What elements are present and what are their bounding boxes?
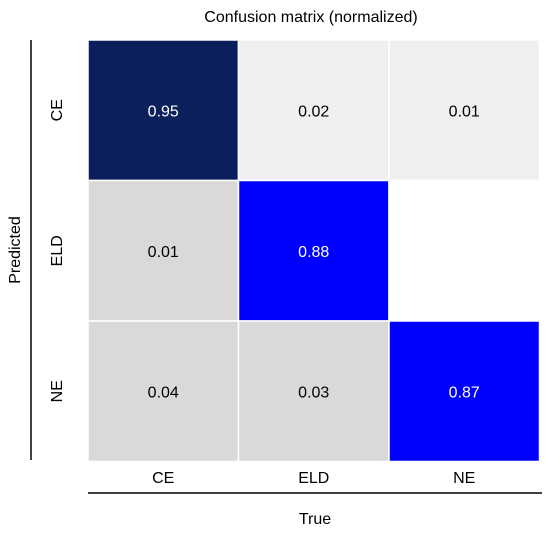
heatmap-cell-ELD-ELD bbox=[237, 179, 390, 322]
cell-value-label: 0.01 bbox=[449, 103, 480, 120]
cell-value-label: 0.02 bbox=[298, 103, 329, 120]
heatmap-cell-NE-ELD bbox=[237, 320, 390, 463]
y-tick-label: NE bbox=[49, 380, 66, 402]
heatmap-cell-CE-NE bbox=[388, 39, 541, 182]
cell-value-label: 0.03 bbox=[298, 384, 329, 401]
y-tick-label: ELD bbox=[49, 235, 66, 266]
heatmap-cell-ELD-NE bbox=[388, 179, 541, 322]
y-axis-label: Predicted bbox=[7, 216, 24, 284]
heatmap-cell-ELD-CE bbox=[87, 179, 240, 322]
heatmap-value-labels: 0.95 0.02 0.01 0.01 0.88 0.04 0.03 0.87 bbox=[148, 103, 480, 401]
heatmap-cell-NE-CE bbox=[87, 320, 240, 463]
heatmap-cell-NE-NE bbox=[388, 320, 541, 463]
cell-value-label: 0.04 bbox=[148, 384, 179, 401]
x-tick-label: NE bbox=[453, 470, 475, 487]
chart-title: Confusion matrix (normalized) bbox=[204, 9, 417, 26]
x-tick-label: CE bbox=[152, 470, 174, 487]
heatmap-cell-CE-ELD bbox=[237, 39, 390, 182]
x-tick-label: ELD bbox=[298, 470, 329, 487]
heatmap-cells bbox=[87, 39, 541, 463]
cell-value-label: 0.95 bbox=[148, 103, 179, 120]
x-axis-tick-labels: CE ELD NE bbox=[152, 470, 475, 487]
cell-value-label: 0.87 bbox=[449, 384, 480, 401]
y-axis-tick-labels: CE ELD NE bbox=[49, 99, 66, 402]
cell-value-label: 0.01 bbox=[148, 244, 179, 261]
y-tick-label: CE bbox=[49, 99, 66, 121]
x-axis-label: True bbox=[299, 511, 331, 528]
cell-value-label: 0.88 bbox=[298, 244, 329, 261]
heatmap-cell-CE-CE bbox=[87, 39, 240, 182]
